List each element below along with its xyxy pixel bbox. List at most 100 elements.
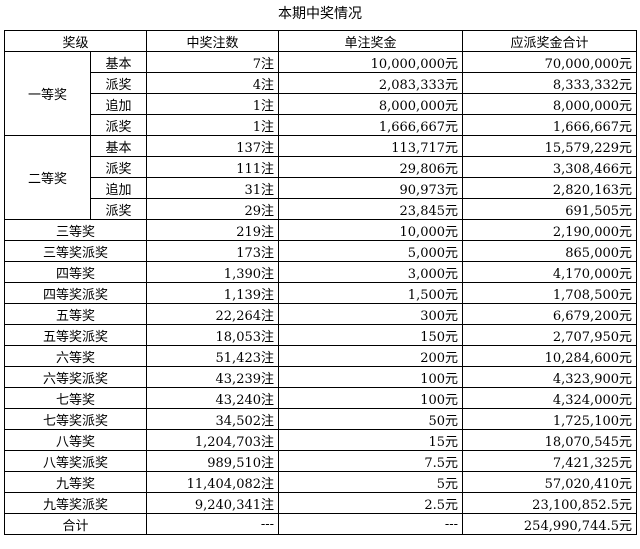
summary-unit-cell: ---	[278, 513, 464, 535]
level-cell: 六等奖	[3, 345, 148, 367]
table-row: 一等奖 基本 7注 10,000,000元 70,000,000元	[4, 51, 638, 136]
table-row: 六等奖 51,423注 200元 10,284,600元	[3, 345, 638, 367]
total-prize-cell: 3,308,466元	[462, 156, 638, 178]
unit-prize-cell: 200元	[278, 345, 464, 367]
total-prize-cell: 4,170,000元	[462, 261, 638, 283]
level-cell: 四等奖	[3, 261, 148, 283]
table-row: 二等奖 基本 137注 113,717元 15,579,229元	[4, 135, 638, 220]
table-row: 追加 1注 8,000,000元 8,000,000元	[5, 93, 638, 115]
count-cell: 29注	[146, 198, 280, 220]
header-total-prize: 应派奖金合计	[462, 30, 638, 52]
total-prize-cell: 10,284,600元	[462, 345, 638, 367]
group-level-cell: 二等奖	[4, 135, 91, 220]
unit-prize-cell: 2,083,333元	[278, 72, 464, 94]
total-prize-cell: 691,505元	[462, 198, 638, 220]
summary-total-cell: 254,990,744.5元	[462, 513, 638, 535]
count-cell: 43,239注	[146, 366, 280, 388]
level-cell: 三等奖派奖	[3, 240, 148, 262]
level-cell: 九等奖派奖	[3, 492, 148, 514]
table-row: 三等奖派奖 173注 5,000元 865,000元	[3, 240, 638, 262]
table-row: 五等奖派奖 18,053注 150元 2,707,950元	[3, 324, 638, 346]
level-cell: 七等奖	[3, 387, 148, 409]
sub-level-cell: 派奖	[89, 114, 148, 136]
table-row: 派奖 4注 2,083,333元 8,333,332元	[5, 72, 638, 94]
unit-prize-cell: 23,845元	[278, 198, 464, 220]
count-cell: 7注	[146, 51, 280, 73]
level-cell: 九等奖	[3, 471, 148, 493]
total-prize-cell: 18,070,545元	[462, 429, 638, 451]
group-level-cell: 一等奖	[4, 51, 91, 136]
table-row: 四等奖派奖 1,139注 1,500元 1,708,500元	[3, 282, 638, 304]
unit-prize-cell: 150元	[278, 324, 464, 346]
table-row: 九等奖 11,404,082注 5元 57,020,410元	[3, 471, 638, 493]
table-row: 七等奖 43,240注 100元 4,324,000元	[3, 387, 638, 409]
sub-level-cell: 派奖	[89, 72, 148, 94]
count-cell: 4注	[146, 72, 280, 94]
total-prize-cell: 23,100,852.5元	[462, 492, 638, 514]
level-cell: 八等奖派奖	[3, 450, 148, 472]
unit-prize-cell: 2.5元	[278, 492, 464, 514]
summary-label-cell: 合计	[3, 513, 148, 535]
count-cell: 137注	[146, 135, 280, 157]
total-prize-cell: 1,725,100元	[462, 408, 638, 430]
total-prize-cell: 2,820,163元	[462, 177, 638, 199]
sub-level-cell: 派奖	[89, 156, 148, 178]
unit-prize-cell: 7.5元	[278, 450, 464, 472]
table-row: 三等奖 219注 10,000元 2,190,000元	[3, 219, 638, 241]
level-cell: 七等奖派奖	[3, 408, 148, 430]
unit-prize-cell: 100元	[278, 366, 464, 388]
table-row: 五等奖 22,264注 300元 6,679,200元	[3, 303, 638, 325]
header-level: 奖级	[3, 30, 148, 52]
unit-prize-cell: 1,500元	[278, 282, 464, 304]
sub-level-cell: 基本	[89, 135, 148, 157]
summary-count-cell: ---	[146, 513, 280, 535]
prize-table: 奖级 中奖注数 单注奖金 应派奖金合计 一等奖 基本 7注 10,000,000元 70…	[3, 30, 638, 535]
count-cell: 31注	[146, 177, 280, 199]
table-body: 一等奖 基本 7注 10,000,000元 70,000,000元 派奖 4注 2,083,3…	[3, 51, 638, 535]
count-cell: 1,390注	[146, 261, 280, 283]
table-row: 派奖 1注 1,666,667元 1,666,667元	[5, 114, 638, 136]
sub-level-cell: 派奖	[89, 198, 148, 220]
count-cell: 34,502注	[146, 408, 280, 430]
unit-prize-cell: 1,666,667元	[278, 114, 464, 136]
unit-prize-cell: 8,000,000元	[278, 93, 464, 115]
count-cell: 219注	[146, 219, 280, 241]
table-header-row: 奖级 中奖注数 单注奖金 应派奖金合计	[3, 30, 638, 52]
count-cell: 173注	[146, 240, 280, 262]
table-row: 派奖 111注 29,806元 3,308,466元	[5, 156, 638, 178]
unit-prize-cell: 3,000元	[278, 261, 464, 283]
table-row: 八等奖 1,204,703注 15元 18,070,545元	[3, 429, 638, 451]
total-prize-cell: 4,323,900元	[462, 366, 638, 388]
count-cell: 18,053注	[146, 324, 280, 346]
level-cell: 八等奖	[3, 429, 148, 451]
count-cell: 1,204,703注	[146, 429, 280, 451]
total-prize-cell: 1,708,500元	[462, 282, 638, 304]
total-prize-cell: 4,324,000元	[462, 387, 638, 409]
sub-level-cell: 追加	[89, 93, 148, 115]
total-prize-cell: 6,679,200元	[462, 303, 638, 325]
unit-prize-cell: 29,806元	[278, 156, 464, 178]
level-cell: 三等奖	[3, 219, 148, 241]
table-row: 派奖 29注 23,845元 691,505元	[5, 198, 638, 220]
unit-prize-cell: 5元	[278, 471, 464, 493]
unit-prize-cell: 10,000,000元	[278, 51, 464, 73]
page-title: 本期中奖情况	[278, 6, 362, 22]
unit-prize-cell: 300元	[278, 303, 464, 325]
count-cell: 11,404,082注	[146, 471, 280, 493]
unit-prize-cell: 100元	[278, 387, 464, 409]
count-cell: 22,264注	[146, 303, 280, 325]
table-row: 九等奖派奖 9,240,341注 2.5元 23,100,852.5元	[3, 492, 638, 514]
sub-level-cell: 追加	[89, 177, 148, 199]
total-prize-cell: 70,000,000元	[462, 51, 638, 73]
level-cell: 六等奖派奖	[3, 366, 148, 388]
level-cell: 五等奖派奖	[3, 324, 148, 346]
unit-prize-cell: 113,717元	[278, 135, 464, 157]
total-prize-cell: 8,000,000元	[462, 93, 638, 115]
header-count: 中奖注数	[146, 30, 280, 52]
level-cell: 四等奖派奖	[3, 282, 148, 304]
count-cell: 1注	[146, 114, 280, 136]
total-prize-cell: 7,421,325元	[462, 450, 638, 472]
count-cell: 1,139注	[146, 282, 280, 304]
total-prize-cell: 2,707,950元	[462, 324, 638, 346]
total-prize-cell: 1,666,667元	[462, 114, 638, 136]
